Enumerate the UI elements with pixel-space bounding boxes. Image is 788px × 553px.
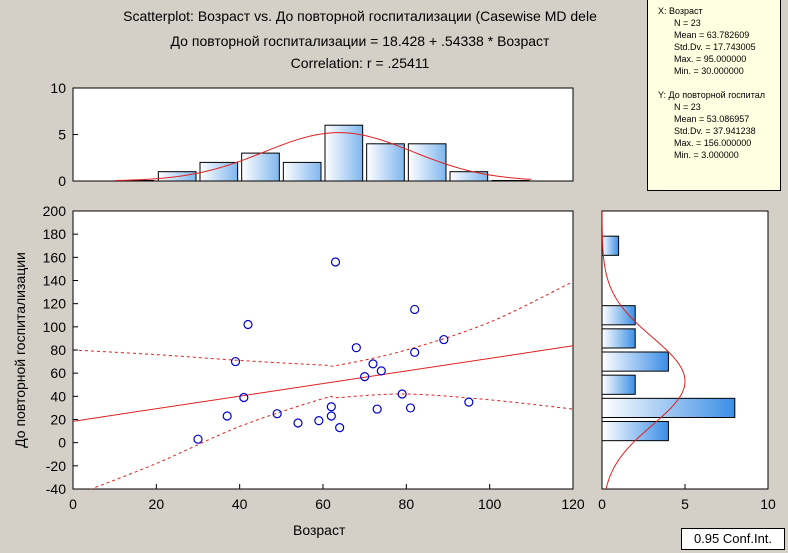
data-point [439, 334, 449, 345]
stats-x-mean: Mean = 63.782609 [674, 30, 750, 40]
top-histogram-frame [72, 87, 574, 182]
top-y-tick-label: 10 [50, 80, 66, 96]
histogram-bar [602, 328, 636, 349]
histogram-bar [602, 305, 636, 326]
y-tick-label: 0 [58, 435, 66, 451]
y-tick-label: 180 [43, 226, 67, 242]
conf-band-lower [89, 393, 573, 489]
conf-int-legend: 0.95 Conf.Int. [681, 528, 785, 550]
y-tick-label: 140 [43, 273, 67, 289]
data-point [368, 359, 378, 369]
x-tick-label: 100 [478, 496, 502, 512]
data-point [372, 404, 382, 414]
data-point [335, 423, 345, 433]
right-x-tick-label: 5 [681, 496, 689, 512]
data-point [464, 397, 474, 407]
histogram-bar [602, 397, 736, 419]
stats-y-header: Y: До повторной госпитал [658, 90, 765, 100]
data-point [410, 347, 420, 357]
data-point [405, 403, 416, 413]
top-y-tick-label: 0 [58, 173, 66, 189]
histogram-bar [449, 171, 489, 181]
data-point [239, 392, 249, 403]
data-point [326, 402, 336, 412]
x-axis-title: Возраст [293, 522, 346, 538]
histogram-bar [602, 421, 669, 442]
data-point [326, 411, 336, 421]
data-point [314, 416, 324, 426]
histogram-bar [602, 351, 669, 372]
data-point [222, 411, 232, 421]
histogram-bar [199, 161, 239, 181]
y-tick-label: 120 [43, 296, 67, 312]
stats-x-header: X: Возраст [658, 6, 703, 16]
y-axis-title: До повторной госпитализации [12, 252, 28, 448]
right-histogram [602, 211, 736, 489]
y-tick-label: 160 [43, 249, 67, 265]
stats-x-n: N = 23 [674, 18, 701, 28]
right-x-tick-label: 10 [760, 496, 776, 512]
x-normal-curve [114, 132, 532, 181]
data-point [230, 356, 241, 367]
axis-ticks: 0 20 40 60 80 100 120-40-200204060801001201401… [43, 80, 776, 512]
x-tick-label: 60 [315, 496, 331, 512]
histogram-bar [602, 235, 620, 256]
stats-y-mean: Mean = 53.086957 [674, 114, 750, 124]
data-point [376, 366, 386, 376]
x-tick-label: 40 [232, 496, 248, 512]
stats-box: X: Возраст N = 23 Mean = 63.782609 Std.D… [647, 0, 781, 191]
top-y-tick-label: 5 [58, 127, 66, 143]
y-tick-label: 100 [43, 319, 67, 335]
stats-y-std: Std.Dv. = 37.941238 [674, 126, 756, 136]
conf-band-upper [73, 281, 573, 367]
y-tick-label: 200 [43, 203, 67, 219]
y-tick-label: 80 [50, 342, 66, 358]
right-x-tick-label: 0 [598, 496, 606, 512]
correlation-label: Correlation: r = .25411 [290, 55, 430, 71]
y-tick-label: 20 [50, 412, 66, 428]
data-point [397, 389, 407, 399]
x-tick-label: 20 [149, 496, 165, 512]
data-point [293, 418, 303, 428]
y-tick-label: -40 [46, 481, 66, 497]
stats-y-max: Max. = 156.000000 [674, 138, 752, 148]
chart-title: Scatterplot: Возраст vs. До повторной го… [123, 8, 597, 24]
histogram-bar [282, 161, 322, 181]
regression-equation: До повторной госпитализации = 18.428 + .… [170, 33, 550, 49]
y-normal-curve [602, 211, 686, 489]
x-tick-label: 80 [399, 496, 415, 512]
data-point [360, 372, 370, 382]
stats-y-min: Min. = 3.000000 [674, 150, 739, 160]
stats-x-min: Min. = 30.000000 [674, 66, 744, 76]
data-point [351, 343, 361, 353]
data-point [272, 409, 282, 419]
stats-x-max: Max. = 95.000000 [674, 54, 747, 64]
x-tick-label: 0 [69, 496, 77, 512]
scatter-plot-frame [72, 210, 574, 490]
regression-line [73, 345, 573, 422]
histogram-bar [366, 143, 405, 181]
histogram-bar [241, 152, 280, 181]
top-histogram [114, 124, 532, 181]
stats-y-n: N = 23 [674, 102, 701, 112]
data-point [330, 257, 341, 267]
scatter-plot [73, 257, 573, 489]
histogram-bar [324, 124, 364, 181]
x-tick-label: 120 [561, 496, 585, 512]
right-histogram-frame [601, 210, 769, 490]
data-point [193, 434, 203, 444]
y-tick-label: -20 [46, 458, 66, 474]
y-tick-label: 40 [50, 388, 66, 404]
stats-x-std: Std.Dv. = 17.743005 [674, 42, 756, 52]
y-tick-label: 60 [50, 365, 66, 381]
data-point [410, 304, 420, 315]
data-point [243, 319, 253, 330]
histogram-bar [602, 374, 636, 395]
